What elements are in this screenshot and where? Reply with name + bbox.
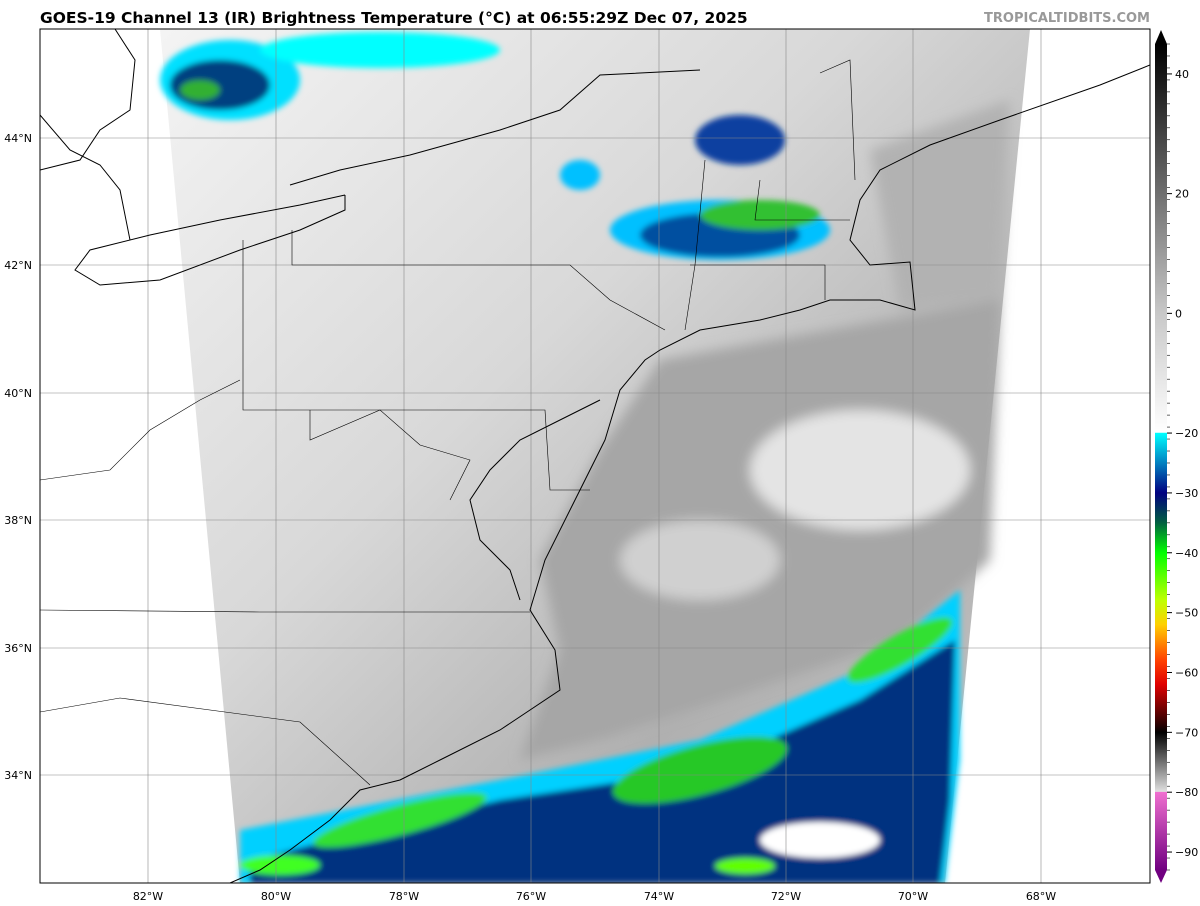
lon-label: 82°W xyxy=(133,890,163,903)
lat-label: 44°N xyxy=(4,132,32,145)
colorbar-tick-label: 40 xyxy=(1175,68,1189,81)
lat-label: 34°N xyxy=(4,769,32,782)
lat-label: 42°N xyxy=(4,259,32,272)
lon-label: 74°W xyxy=(644,890,674,903)
colorbar-gradient xyxy=(1155,44,1167,870)
brand-watermark: TROPICALTIDBITS.COM xyxy=(984,11,1150,26)
colorbar-max-arrow xyxy=(1155,30,1167,44)
lon-label: 80°W xyxy=(261,890,291,903)
lon-axis-labels: 82°W 80°W 78°W 76°W 74°W 72°W 70°W 68°W xyxy=(133,890,1056,903)
colorbar-tick-label: −30 xyxy=(1175,487,1198,500)
lon-label: 72°W xyxy=(771,890,801,903)
colorbar-tick-label: −70 xyxy=(1175,726,1198,739)
borders xyxy=(40,59,856,786)
colorbar-min-arrow xyxy=(1155,870,1167,883)
map-title: GOES-19 Channel 13 (IR) Brightness Tempe… xyxy=(40,9,748,27)
lat-label: 36°N xyxy=(4,642,32,655)
colorbar-tick-label: −90 xyxy=(1175,846,1198,859)
lon-label: 76°W xyxy=(516,890,546,903)
colorbar-tick-label: −60 xyxy=(1175,666,1198,679)
colorbar-tick-label: −50 xyxy=(1175,607,1198,620)
colorbar-tick-label: 20 xyxy=(1175,188,1189,201)
colorbar-tick-label: −80 xyxy=(1175,786,1198,799)
colorbar-tick-label: 0 xyxy=(1175,307,1182,320)
lat-label: 40°N xyxy=(4,387,32,400)
lat-axis-labels: 44°N 42°N 40°N 38°N 36°N 34°N xyxy=(4,132,32,782)
ocean-shading xyxy=(520,100,1010,760)
lat-label: 38°N xyxy=(4,514,32,527)
colorbar-tick-label: −40 xyxy=(1175,547,1198,560)
colorbar-tick-label: −20 xyxy=(1175,427,1198,440)
map-area xyxy=(40,29,1150,883)
lon-label: 78°W xyxy=(389,890,419,903)
lon-label: 70°W xyxy=(898,890,928,903)
lon-label: 68°W xyxy=(1026,890,1056,903)
gridlines xyxy=(40,29,1150,883)
cloud-tops xyxy=(160,32,960,883)
map-frame xyxy=(39,28,1151,884)
coastlines xyxy=(40,29,1150,883)
colorbar-legend: 40 20 0 −20 −30 −40 −50 −60 −70 −80 −90 xyxy=(1155,30,1198,883)
